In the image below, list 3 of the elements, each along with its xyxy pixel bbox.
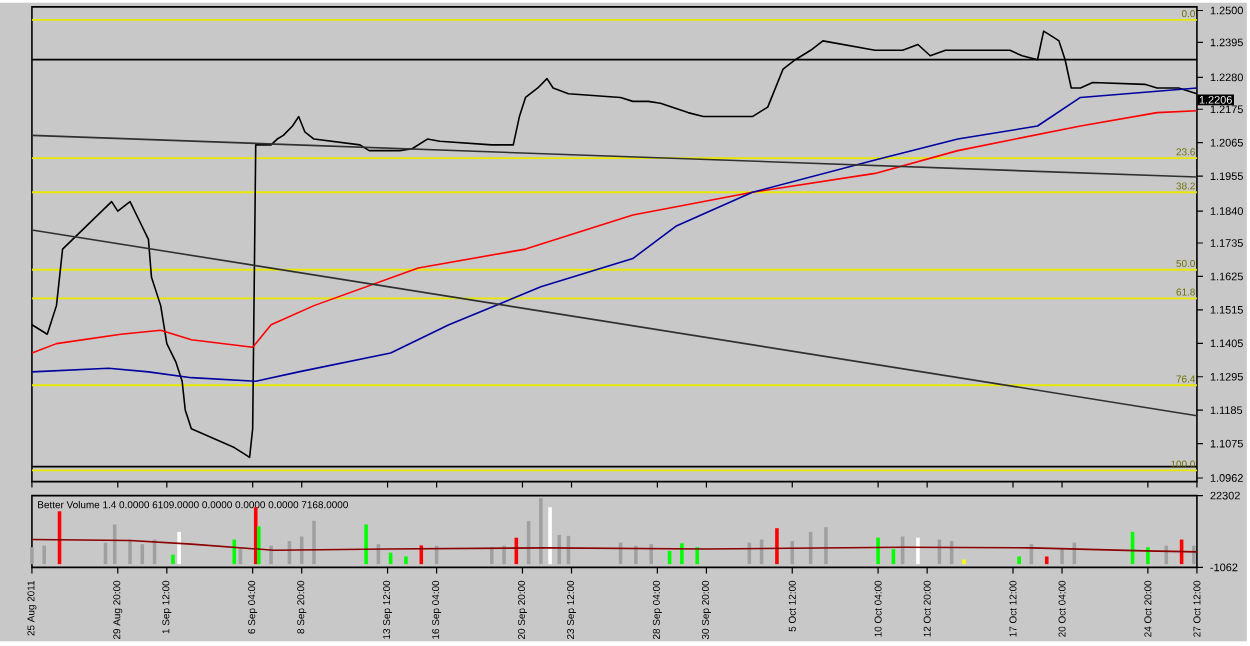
line-series [31, 109, 1198, 354]
line-series [31, 87, 1198, 383]
line-series [31, 538, 1198, 553]
